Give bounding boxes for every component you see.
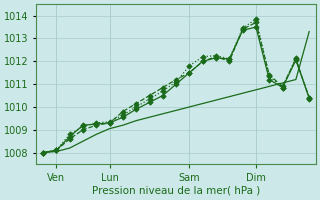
X-axis label: Pression niveau de la mer( hPa ): Pression niveau de la mer( hPa ) [92,186,260,196]
